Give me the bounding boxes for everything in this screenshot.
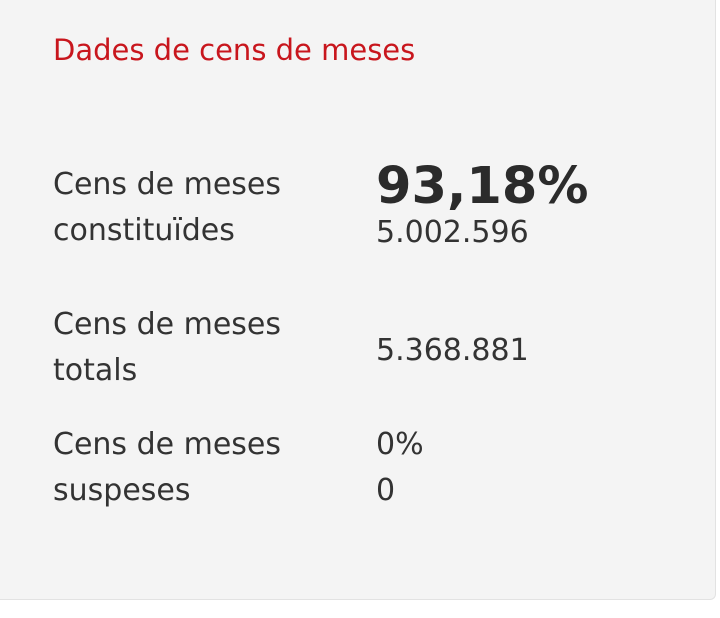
constituted-census-label-line1: Cens de meses [53,167,282,202]
constituted-census-label: Cens de meses constituïdes [53,162,353,254]
card-title: Dades de cens de meses [53,33,416,67]
suspended-census-value: 0% 0 [376,422,686,514]
total-census-value: 5.368.881 [376,328,686,374]
constituted-census-count: 5.002.596 [376,215,529,250]
suspended-census-count: 0 [376,473,396,508]
constituted-census-value: 93,18% 5.002.596 [376,158,686,256]
total-census-count: 5.368.881 [376,333,529,368]
census-data-card: Dades de cens de meses Cens de meses con… [0,0,716,600]
total-census-label-line2: totals [53,353,138,388]
suspended-census-percent: 0% [376,427,424,462]
constituted-census-percent: 93,18% [376,157,589,216]
suspended-census-label: Cens de meses suspeses [53,422,353,514]
constituted-census-label-line2: constituïdes [53,213,235,248]
total-census-label-line1: Cens de meses [53,307,282,342]
total-census-label: Cens de meses totals [53,302,353,394]
suspended-census-label-line1: Cens de meses [53,427,282,462]
suspended-census-label-line2: suspeses [53,473,191,508]
